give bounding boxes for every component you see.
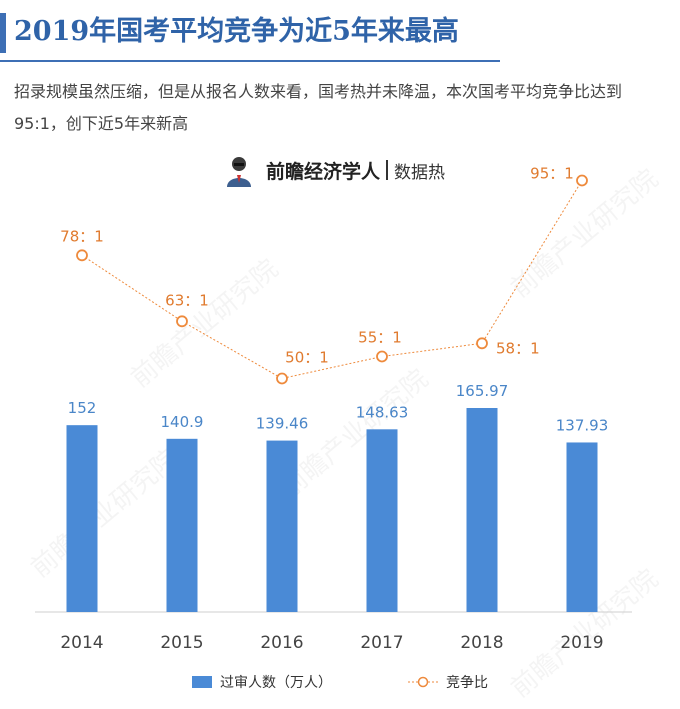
bar-label-2016: 139.46	[256, 415, 309, 433]
x-tick-labels: 2014 2015 2016 2017 2018 2019	[60, 633, 603, 653]
watermark-text: 前瞻产业研究院	[275, 364, 434, 504]
ratio-label-2016: 50：1	[285, 349, 329, 367]
bar-label-2014: 152	[68, 399, 97, 417]
ratio-point-2019	[576, 174, 588, 187]
ratio-label-2018: 58：1	[496, 339, 540, 357]
bar-2018	[466, 408, 498, 612]
bar-2014	[66, 425, 98, 612]
legend-item-line: 竞争比	[408, 672, 488, 692]
brand-name: 前瞻经济学人	[266, 160, 381, 183]
page-subtitle: 招录规模虽然压缩，但是从报名人数来看，国考热并未降温，本次国考平均竞争比达到95…	[14, 82, 623, 133]
avatar-icon	[227, 157, 251, 187]
bar-2015	[166, 438, 198, 612]
x-tick-2019: 2019	[560, 633, 603, 653]
ratio-label-2014: 78：1	[60, 227, 104, 245]
bar-label-2018: 165.97	[456, 382, 509, 400]
x-tick-2016: 2016	[260, 633, 303, 653]
ratio-points	[76, 174, 588, 385]
bar-2019	[566, 442, 598, 612]
bar-2017	[366, 429, 398, 612]
ratio-point-2017	[376, 350, 388, 363]
watermark-text: 前瞻产业研究院	[25, 444, 184, 584]
bar-label-2017: 148.63	[356, 403, 409, 421]
legend: 过审人数（万人） 竞争比	[0, 670, 680, 694]
title-band: 2019年国考平均竞争为近5年来最高	[0, 0, 680, 62]
brand-separator	[386, 160, 389, 180]
ratio-point-2014	[76, 249, 88, 262]
title-underline	[0, 60, 500, 62]
x-tick-2017: 2017	[360, 633, 403, 653]
x-tick-2018: 2018	[460, 633, 503, 653]
title-accent-bar	[0, 13, 6, 53]
legend-item-bars: 过审人数（万人）	[192, 672, 332, 692]
bar-2016	[266, 440, 298, 612]
bar-label-2019: 137.93	[556, 416, 609, 434]
page-title: 2019年国考平均竞争为近5年来最高	[14, 16, 459, 47]
bars	[66, 408, 598, 612]
ratio-labels: 78：1 63：1 50：1 55：1 58：1 95：1	[60, 165, 574, 367]
x-tick-2014: 2014	[60, 633, 103, 653]
legend-swatch-bar	[192, 676, 212, 688]
ratio-label-2017: 55：1	[358, 329, 402, 347]
ratio-point-2016	[276, 372, 288, 385]
watermark-text: 前瞻产业研究院	[125, 254, 284, 394]
ratio-point-2015	[176, 315, 188, 328]
ratio-label-2015: 63：1	[165, 291, 209, 309]
brand-tag: 数据热	[394, 162, 446, 183]
brand-block: 前瞻经济学人 数据热	[222, 150, 445, 190]
bar-labels: 152 140.9 139.46 148.63 165.97 137.93	[68, 382, 609, 434]
bar-label-2015: 140.9	[161, 413, 204, 431]
ratio-label-2019: 95：1	[530, 165, 574, 183]
legend-swatch-line	[408, 676, 438, 688]
ratio-point-2018	[476, 337, 488, 350]
x-tick-2015: 2015	[160, 633, 203, 653]
legend-label-bars: 过审人数（万人）	[220, 675, 332, 691]
legend-label-line: 竞争比	[446, 675, 488, 691]
